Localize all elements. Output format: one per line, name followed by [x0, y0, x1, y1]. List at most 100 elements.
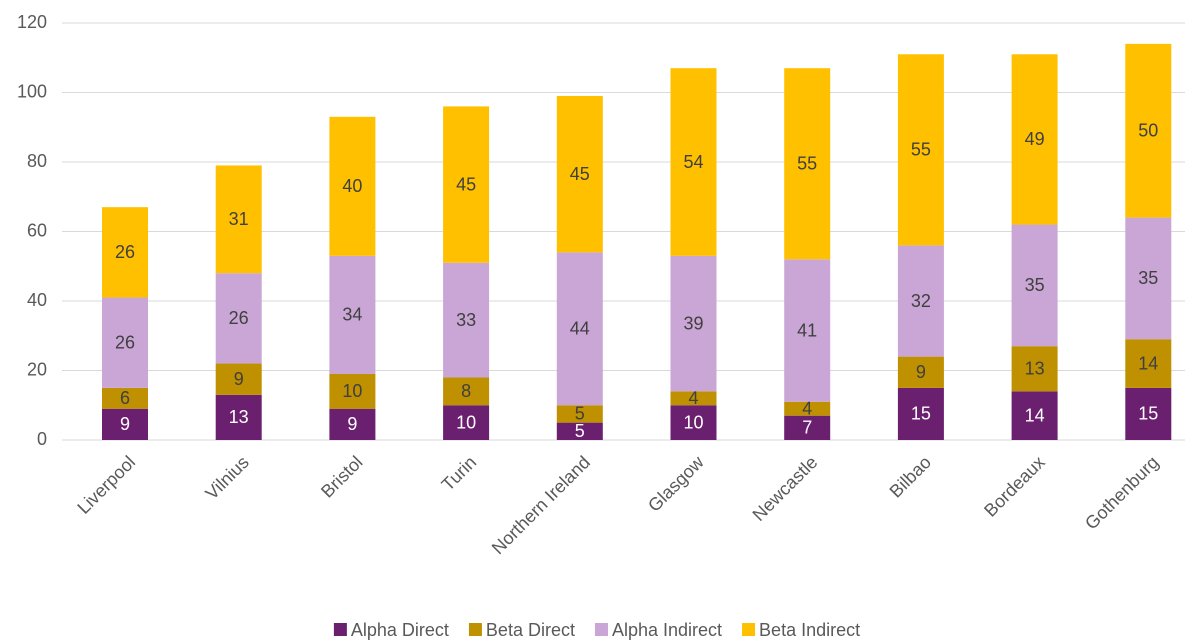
- bar-segment: [784, 68, 831, 260]
- bar-segment: [215, 273, 262, 364]
- data-label: 15: [911, 404, 931, 424]
- data-label: 6: [120, 388, 130, 408]
- data-label: 35: [1138, 268, 1158, 288]
- legend: Alpha Direct Beta Direct Alpha Indirect Bet…: [333, 620, 860, 640]
- bar-segment: [897, 356, 944, 388]
- bar-segment: [556, 252, 603, 406]
- data-label: 9: [347, 414, 357, 434]
- data-label: 14: [1138, 353, 1158, 373]
- x-tick-label: Gothenburg: [1081, 452, 1162, 533]
- data-label: 35: [1025, 275, 1045, 295]
- x-tick-label: Bristol: [317, 452, 367, 502]
- data-label: 4: [802, 398, 812, 418]
- data-label: 49: [1025, 129, 1045, 149]
- data-label: 44: [570, 319, 590, 339]
- bar-segment: [1125, 387, 1172, 440]
- legend-swatch: [468, 623, 482, 636]
- bar-segment: [443, 106, 490, 263]
- bar-segment: [215, 363, 262, 395]
- bar-segment: [1011, 346, 1058, 392]
- bar-segment: [784, 415, 831, 440]
- x-tick-label: Northern Ireland: [488, 452, 594, 558]
- data-label: 33: [456, 310, 476, 330]
- data-label: 13: [229, 407, 249, 427]
- bar-segment: [556, 95, 603, 253]
- bar-segment: [102, 207, 148, 298]
- x-tick-label: Glasgow: [644, 451, 708, 515]
- data-label: 34: [342, 305, 362, 325]
- bar-segment: [1125, 339, 1172, 388]
- bar-segment: [329, 408, 376, 440]
- y-tick-label: 0: [37, 429, 47, 449]
- bar-segment: [897, 245, 944, 357]
- y-tick-label: 20: [27, 359, 47, 379]
- bar-segment: [784, 259, 831, 402]
- legend-label: Beta Direct: [486, 620, 575, 640]
- data-label: 50: [1138, 120, 1158, 140]
- x-tick-label: Liverpool: [73, 452, 139, 518]
- data-label: 5: [575, 421, 585, 441]
- legend-swatch: [333, 623, 347, 636]
- data-label: 10: [456, 412, 476, 432]
- bar-segment: [102, 387, 148, 409]
- bar-segment: [897, 387, 944, 440]
- data-label: 32: [911, 291, 931, 311]
- bar-segment: [1011, 391, 1058, 440]
- data-label: 45: [570, 164, 590, 184]
- data-label: 26: [115, 242, 135, 262]
- data-label: 7: [802, 418, 812, 438]
- bar-segment: [897, 54, 944, 246]
- legend-label: Alpha Indirect: [612, 620, 722, 640]
- x-tick-label: Bilbao: [886, 452, 936, 502]
- data-label: 10: [683, 412, 703, 432]
- bar-segment: [670, 255, 717, 392]
- legend-label: Alpha Direct: [351, 620, 449, 640]
- data-label: 55: [911, 140, 931, 160]
- bar-segment: [329, 255, 376, 374]
- y-tick-label: 100: [17, 81, 47, 101]
- bar-segment: [443, 405, 490, 440]
- data-label: 8: [461, 381, 471, 401]
- data-label: 4: [688, 388, 698, 408]
- x-tick-label: Turin: [438, 452, 481, 495]
- legend-swatch: [742, 623, 756, 636]
- data-label: 55: [797, 153, 817, 173]
- x-tick-label: Newcastle: [749, 452, 822, 525]
- x-tick-label: Bordeaux: [980, 452, 1049, 521]
- y-tick-label: 40: [27, 290, 47, 310]
- data-label: 39: [683, 313, 703, 333]
- bar-segment: [670, 68, 717, 256]
- data-label: 41: [797, 320, 817, 340]
- bar-segment: [102, 297, 148, 388]
- bar-segment: [443, 377, 490, 406]
- bar-segment: [1011, 224, 1058, 347]
- data-label: 26: [229, 308, 249, 328]
- bar-segment: [329, 116, 376, 256]
- legend-label: Beta Indirect: [759, 620, 860, 640]
- data-label: 26: [115, 332, 135, 352]
- bar-segment: [329, 373, 376, 409]
- data-label: 15: [1138, 404, 1158, 424]
- data-label: 9: [234, 369, 244, 389]
- bar-segment: [1011, 54, 1058, 225]
- bar-segment: [1125, 43, 1172, 218]
- bar-segment: [556, 422, 603, 440]
- data-label: 40: [342, 176, 362, 196]
- x-tick-label: Vilnius: [201, 452, 252, 503]
- data-label: 54: [683, 152, 703, 172]
- data-label: 10: [342, 381, 362, 401]
- data-label: 9: [916, 362, 926, 382]
- bar-segment: [443, 262, 490, 378]
- data-label: 31: [229, 209, 249, 229]
- bar-segment: [215, 394, 262, 440]
- bar-segment: [784, 401, 831, 416]
- legend-swatch: [594, 623, 608, 636]
- data-label: 5: [575, 404, 585, 424]
- bar-segment: [670, 405, 717, 440]
- data-label: 13: [1025, 359, 1045, 379]
- data-label: 14: [1025, 405, 1045, 425]
- bar-segment: [556, 405, 603, 423]
- bar-segment: [1125, 217, 1172, 340]
- bar-segment: [102, 408, 148, 440]
